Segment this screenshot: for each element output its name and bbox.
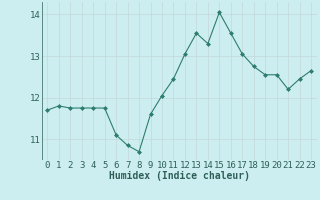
X-axis label: Humidex (Indice chaleur): Humidex (Indice chaleur) (109, 171, 250, 181)
